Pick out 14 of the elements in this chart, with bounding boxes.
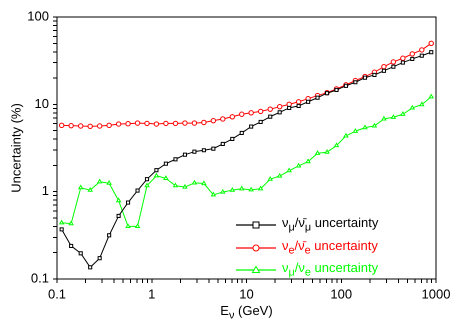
- legend-label: ν$_{μ}$/ν̄$_{μ}$ uncertainty: [282, 215, 378, 236]
- y-tick-label: 10: [34, 96, 49, 111]
- x-tick-label: 10: [239, 286, 254, 302]
- x-axis-title: E$_{ν}$ (GeV): [220, 303, 273, 322]
- x-tick-label: 100: [330, 286, 352, 302]
- legend-label: ν$_{e}$/ν̄$_{e}$ uncertainty: [282, 238, 378, 258]
- x-tick-label: 1: [148, 286, 156, 302]
- x-tick-label: 1000: [422, 286, 450, 302]
- y-tick-label: 0.1: [30, 270, 49, 286]
- y-tick-label: 100: [27, 8, 49, 24]
- legend-label: ν$_{μ}$/ν$_{e}$ uncertainty: [282, 260, 378, 281]
- y-axis-title: Uncertainty (%): [8, 103, 24, 193]
- y-tick-label: 1: [42, 183, 49, 198]
- x-tick-label: 0.1: [48, 286, 66, 302]
